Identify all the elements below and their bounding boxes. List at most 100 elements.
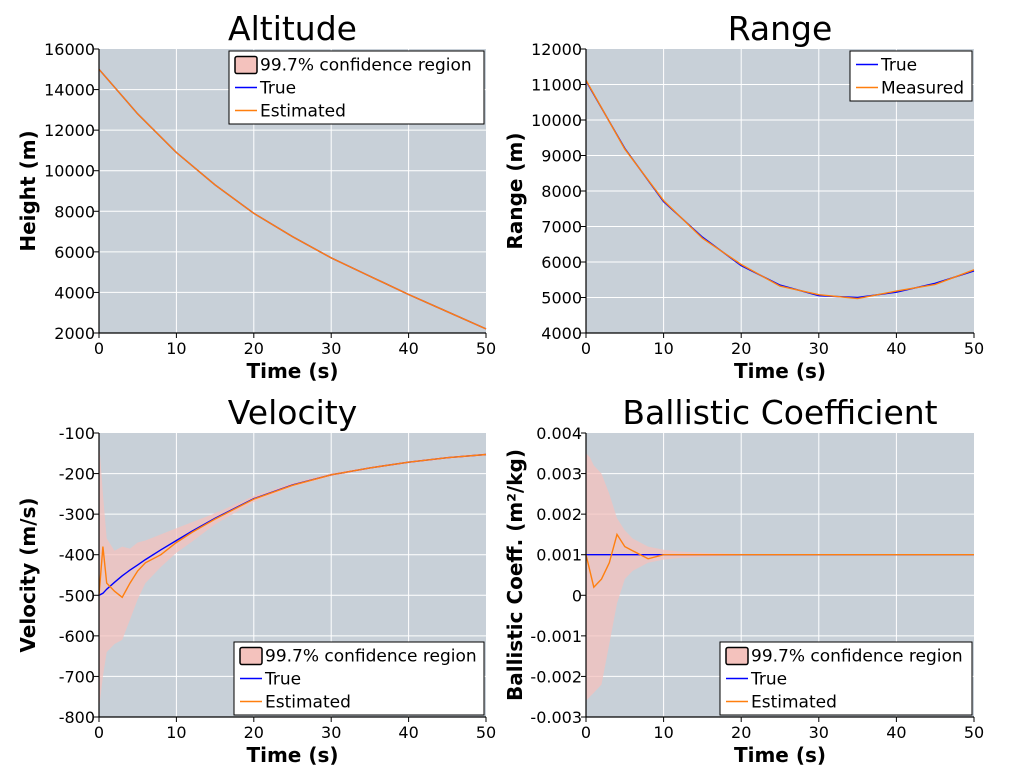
legend: 99.7% confidence region True Estimated (228, 50, 485, 125)
chart-panel-2: 0 10 20 30 40 50 4000 5000 6000 7000 8000 9000 10000… (503, 9, 984, 383)
y-axis-label: Height (m) (16, 130, 40, 251)
x-tick-label: 10 (166, 339, 186, 358)
x-tick-label: 10 (653, 339, 673, 358)
series-line-estimated (98, 68, 487, 330)
x-tick-label: 30 (321, 723, 341, 742)
y-tick-label: -0.001 (530, 627, 582, 646)
x-tick-label: 50 (476, 723, 496, 742)
series-line-estimated (585, 532, 974, 589)
y-tick-label: -600 (59, 627, 95, 646)
legend: True Measured (849, 50, 973, 102)
x-axis-label: Time (s) (734, 359, 826, 383)
y-tick-label: 10000 (44, 162, 95, 181)
x-tick-label: 0 (94, 723, 104, 742)
y-tick-label: 7000 (541, 218, 582, 237)
y-axis-label: Velocity (m/s) (16, 497, 40, 652)
y-axis-label: Ballistic Coeff. (m²/kg) (503, 449, 527, 701)
legend: 99.7% confidence region True Estimated (719, 641, 973, 716)
y-tick-label: 10000 (531, 111, 582, 130)
legend-box (719, 641, 973, 716)
x-tick-label: 50 (964, 723, 984, 742)
legend-label: Estimated (265, 693, 351, 713)
x-tick-label: 40 (398, 339, 418, 358)
y-tick-label: -0.002 (530, 667, 582, 686)
x-tick-label: 40 (886, 339, 906, 358)
y-tick-label: 0.004 (536, 424, 582, 443)
y-tick-label: 6000 (541, 253, 582, 272)
chart-panel-1: 0 10 20 30 40 50 2000 4000 6000 8000 10000 12000 140… (16, 9, 496, 383)
x-tick-label: 20 (244, 723, 264, 742)
x-tick-label: 30 (809, 723, 829, 742)
x-tick-label: 50 (476, 339, 496, 358)
x-tick-label: 50 (964, 339, 984, 358)
chart-panel-4: 0 10 20 30 40 50 -0.003 -0.002 -0.001 0 0.001 0.002… (503, 393, 984, 767)
y-tick-label: -500 (59, 586, 95, 605)
x-tick-label: 20 (731, 339, 751, 358)
legend-label: 99.7% confidence region (751, 647, 963, 667)
legend-label: Estimated (260, 102, 346, 122)
legend-label: True (259, 79, 296, 99)
y-tick-label: 0 (572, 586, 582, 605)
x-axis-label: Time (s) (734, 743, 826, 767)
y-tick-label: 14000 (44, 81, 95, 100)
y-tick-label: -300 (59, 505, 95, 524)
y-tick-label: -100 (59, 424, 95, 443)
chart-panel-3: 0 10 20 30 40 50 -800 -700 -600 -500 -400 -300 -200 -… (16, 393, 496, 767)
y-tick-label: 8000 (54, 202, 95, 221)
x-tick-label: 0 (94, 339, 104, 358)
y-tick-label: 4000 (541, 324, 582, 343)
x-axis-label: Time (s) (246, 359, 338, 383)
x-axis-label: Time (s) (246, 743, 338, 767)
legend-label: Estimated (751, 693, 837, 713)
x-tick-label: 10 (653, 723, 673, 742)
legend-label: 99.7% confidence region (260, 56, 472, 76)
legend-label: True (264, 670, 301, 690)
legend-label: True (750, 670, 787, 690)
chart-title: Velocity (228, 393, 357, 432)
y-axis-label: Range (m) (503, 132, 527, 249)
y-tick-label: 6000 (54, 243, 95, 262)
legend-label: True (880, 56, 917, 76)
y-tick-label: 16000 (44, 40, 95, 59)
y-tick-label: 11000 (531, 76, 582, 95)
legend-swatch-band (234, 55, 258, 75)
x-tick-label: 30 (321, 339, 341, 358)
y-tick-label: 4000 (54, 283, 95, 302)
legend-swatch-band (239, 646, 263, 666)
y-tick-label: -700 (59, 667, 95, 686)
y-tick-label: 0.003 (536, 465, 582, 484)
y-tick-label: -400 (59, 546, 95, 565)
x-tick-label: 40 (886, 723, 906, 742)
x-tick-label: 30 (809, 339, 829, 358)
y-tick-label: 8000 (541, 182, 582, 201)
x-tick-label: 0 (581, 723, 591, 742)
legend-box (233, 641, 485, 716)
y-tick-label: 0.001 (536, 546, 582, 565)
chart-title: Altitude (228, 9, 357, 48)
y-tick-label: 9000 (541, 147, 582, 166)
legend-box (228, 50, 485, 125)
legend-swatch-band (725, 646, 749, 666)
x-tick-label: 40 (398, 723, 418, 742)
series-line-estimated (98, 453, 487, 599)
x-tick-label: 20 (244, 339, 264, 358)
legend-label: Measured (881, 79, 964, 99)
series-line-measured (585, 79, 975, 300)
y-tick-label: -800 (59, 708, 95, 727)
legend: 99.7% confidence region True Estimated (233, 641, 485, 716)
y-tick-label: 12000 (44, 121, 95, 140)
x-tick-label: 0 (581, 339, 591, 358)
y-tick-label: 2000 (54, 324, 95, 343)
chart-title: Ballistic Coefficient (622, 393, 937, 432)
chart-title: Range (728, 9, 833, 48)
x-tick-label: 20 (731, 723, 751, 742)
y-tick-label: -200 (59, 465, 95, 484)
y-tick-label: 12000 (531, 40, 582, 59)
legend-label: 99.7% confidence region (265, 647, 477, 667)
x-tick-label: 10 (166, 723, 186, 742)
legend-box (849, 50, 973, 102)
y-tick-label: 5000 (541, 289, 582, 308)
y-tick-label: 0.002 (536, 505, 582, 524)
y-tick-label: -0.003 (530, 708, 582, 727)
